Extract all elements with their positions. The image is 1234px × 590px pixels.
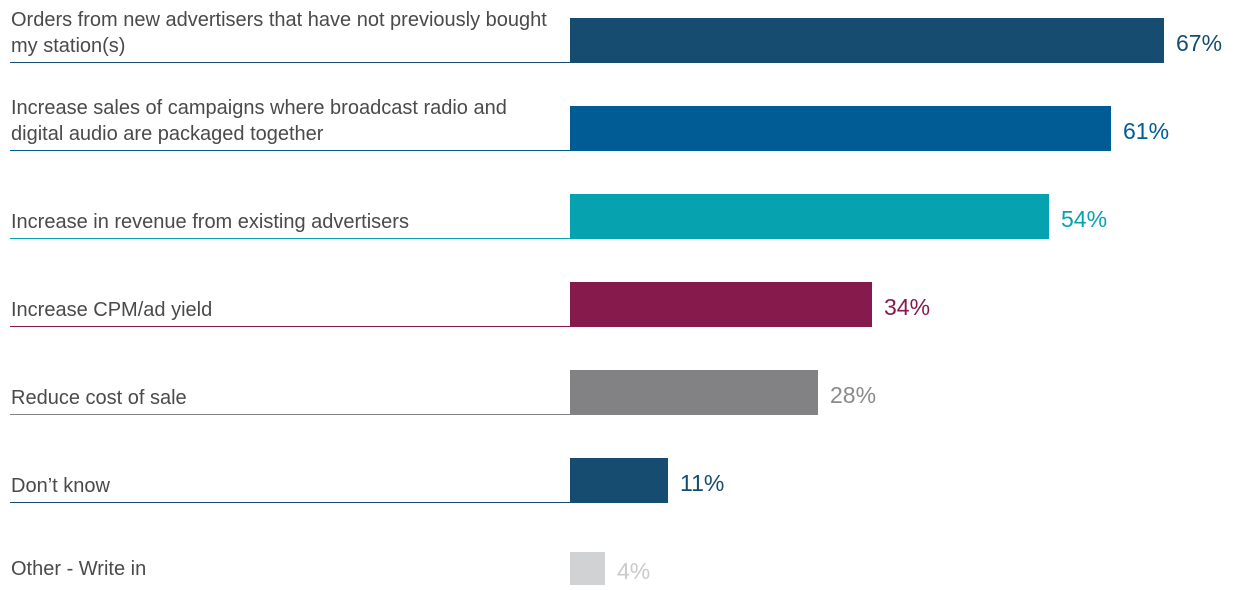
category-label: Reduce cost of sale <box>11 387 187 409</box>
bar <box>570 18 1164 63</box>
value-label: 28% <box>830 381 877 408</box>
category-underline <box>10 502 570 503</box>
category-label: Increase CPM/ad yield <box>11 299 213 321</box>
bar <box>570 370 818 415</box>
category-label: Other - Write in <box>11 557 147 580</box>
value-label: 67% <box>1176 29 1223 56</box>
category-underline <box>10 584 570 585</box>
bar <box>570 552 605 585</box>
bar <box>570 194 1049 239</box>
bar <box>570 458 668 503</box>
category-underline <box>10 326 570 327</box>
category-underline <box>10 150 570 151</box>
category-label: Orders from new advertisers that have no… <box>11 9 547 57</box>
bar <box>570 282 872 327</box>
bar <box>570 106 1111 151</box>
category-underline <box>10 238 570 239</box>
value-label: 61% <box>1123 117 1170 144</box>
category-underline <box>10 62 570 63</box>
category-label: Increase in revenue from existing advert… <box>11 211 409 233</box>
category-underline <box>10 414 570 415</box>
category-label: Don’t know <box>11 475 110 497</box>
value-label: 34% <box>884 293 931 320</box>
value-label: 11% <box>680 469 725 496</box>
category-label: Increase sales of campaigns where broadc… <box>11 97 507 145</box>
value-label: 4% <box>617 557 651 584</box>
value-label: 54% <box>1061 205 1108 232</box>
